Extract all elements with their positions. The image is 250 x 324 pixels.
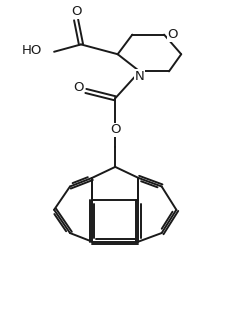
Text: HO: HO: [22, 44, 42, 57]
Text: O: O: [110, 123, 120, 136]
Text: O: O: [71, 5, 81, 18]
Text: O: O: [73, 81, 84, 94]
Text: O: O: [168, 28, 178, 41]
Text: N: N: [135, 70, 144, 83]
